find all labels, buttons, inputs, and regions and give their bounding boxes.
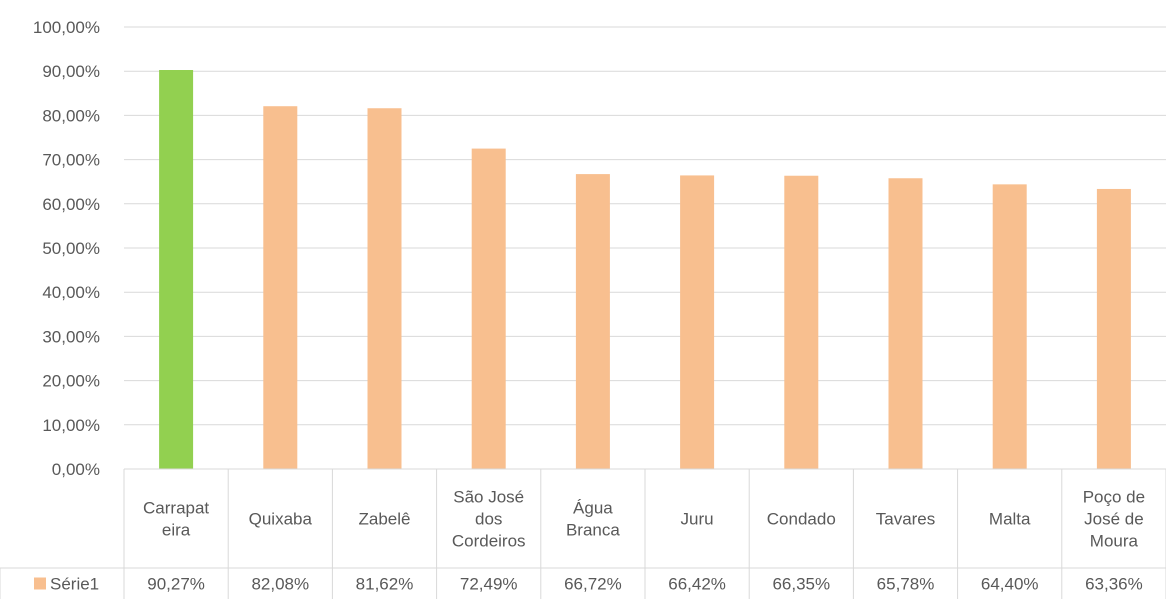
- category-label: Tavares: [876, 510, 936, 529]
- category-label: Zabelê: [359, 510, 411, 529]
- bar-1: [263, 106, 298, 470]
- category-label: Juru: [681, 510, 714, 529]
- data-value-label: 64,40%: [981, 575, 1039, 594]
- category-label: Água: [573, 499, 613, 518]
- bar-8: [992, 184, 1027, 470]
- bar-4: [575, 174, 610, 469]
- category-label: Poço de: [1083, 488, 1145, 507]
- gridlines: [124, 26, 1166, 426]
- bar-7: [888, 178, 923, 470]
- y-tick-label: 40,00%: [42, 283, 100, 302]
- data-value-label: 66,35%: [772, 575, 830, 594]
- bar-2: [367, 108, 402, 470]
- bar-6: [784, 175, 819, 469]
- legend-label: Série1: [50, 575, 99, 594]
- y-tick-label: 60,00%: [42, 195, 100, 214]
- category-label: Malta: [989, 510, 1031, 529]
- bar-5: [680, 175, 715, 470]
- category-label: Moura: [1090, 532, 1139, 551]
- y-tick-label: 0,00%: [52, 460, 100, 479]
- y-tick-label: 30,00%: [42, 327, 100, 346]
- y-tick-label: 100,00%: [33, 18, 100, 37]
- category-label: Carrapat: [143, 499, 209, 518]
- bar-0: [159, 70, 194, 470]
- category-label: dos: [475, 510, 502, 529]
- data-value-label: 66,42%: [668, 575, 726, 594]
- y-axis-ticks: 0,00% 10,00% 20,00% 30,00% 40,00% 50,00% 60,00…: [33, 18, 100, 479]
- data-value-label: 65,78%: [877, 575, 935, 594]
- y-tick-label: 20,00%: [42, 372, 100, 391]
- category-label: José de: [1084, 510, 1144, 529]
- data-value-label: 82,08%: [251, 575, 309, 594]
- data-value-label: 81,62%: [356, 575, 414, 594]
- data-value-label: 72,49%: [460, 575, 518, 594]
- data-value-label: 63,36%: [1085, 575, 1143, 594]
- data-value-label: 90,27%: [147, 575, 205, 594]
- bars: [159, 70, 1131, 470]
- y-tick-label: 50,00%: [42, 239, 100, 258]
- y-tick-label: 90,00%: [42, 62, 100, 81]
- y-tick-label: 10,00%: [42, 416, 100, 435]
- y-tick-label: 70,00%: [42, 151, 100, 170]
- data-table: Carrapat eira Quixaba Zabelê São José dos Cord…: [0, 468, 1166, 599]
- category-label: São José: [453, 488, 524, 507]
- category-label: eira: [162, 521, 191, 540]
- legend-key: [34, 577, 46, 590]
- data-value-label: 66,72%: [564, 575, 622, 594]
- category-label: Cordeiros: [452, 532, 526, 551]
- category-label: Condado: [767, 510, 836, 529]
- y-tick-label: 80,00%: [42, 106, 100, 125]
- bar-9: [1096, 188, 1131, 470]
- bar-3: [471, 148, 506, 470]
- category-label: Quixaba: [249, 510, 313, 529]
- category-label: Branca: [566, 521, 620, 540]
